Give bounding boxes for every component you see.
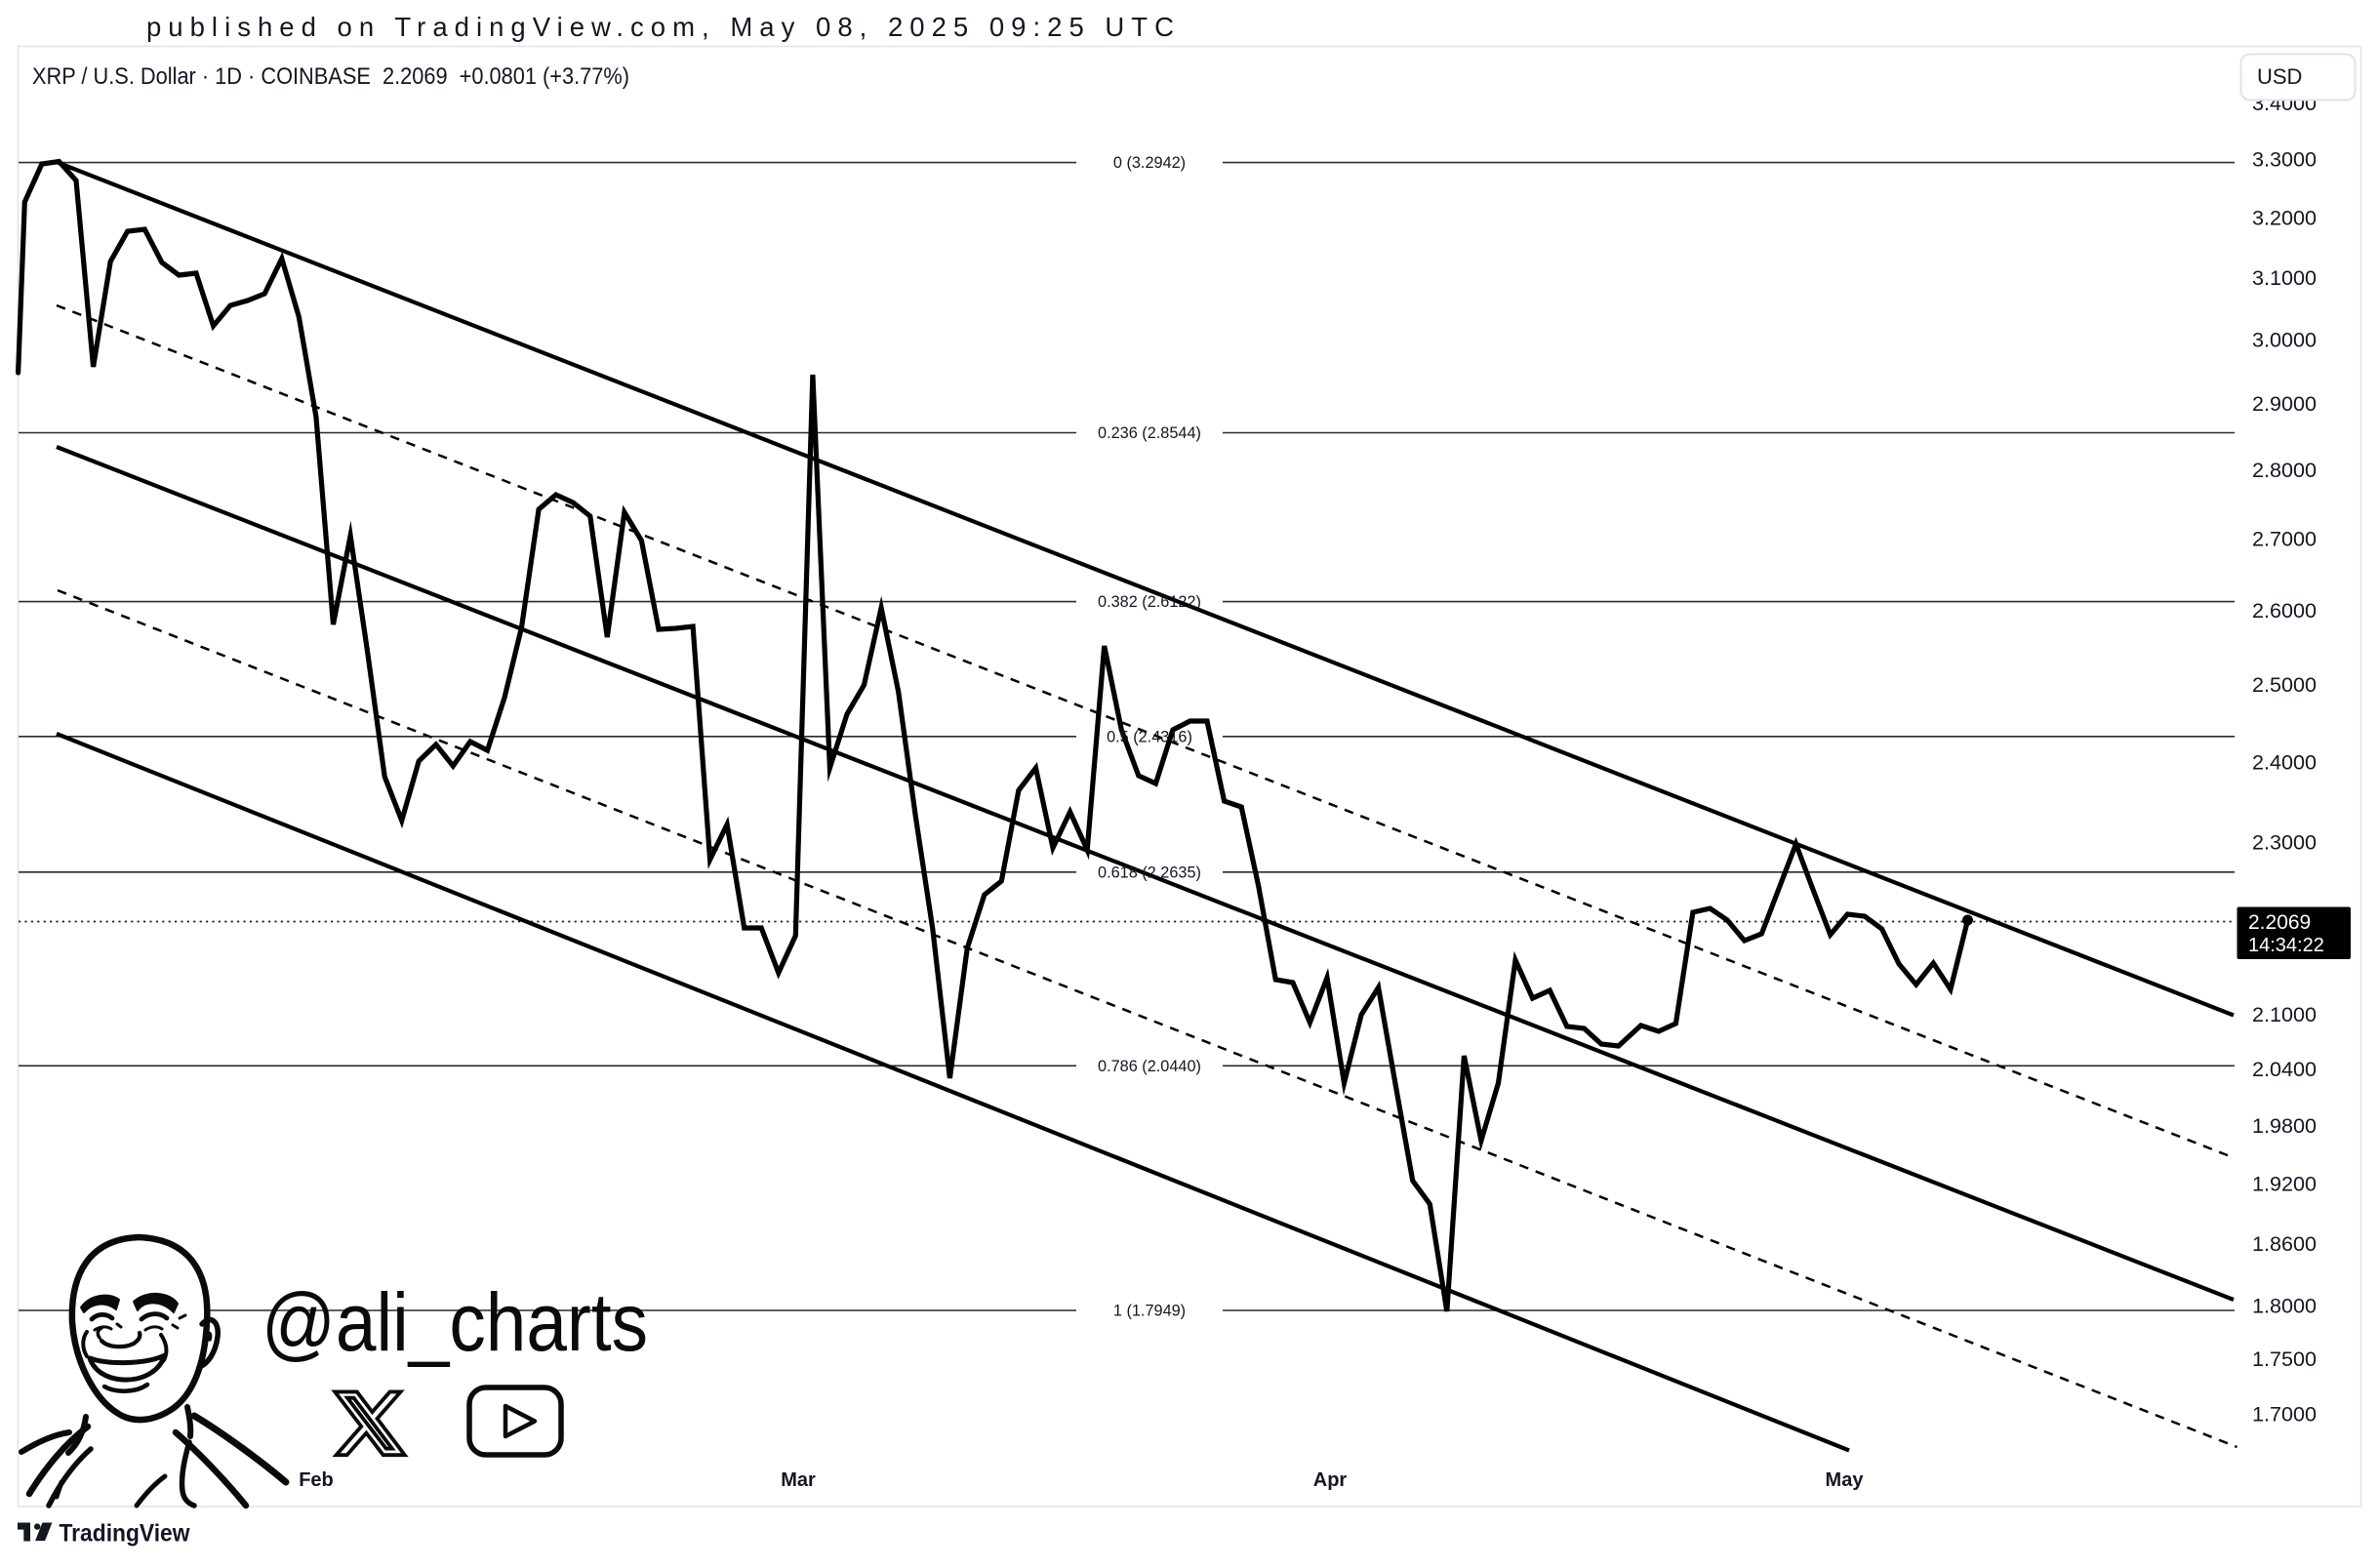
svg-text:1.7500: 1.7500 bbox=[2252, 1347, 2317, 1371]
svg-text:1.7000: 1.7000 bbox=[2252, 1401, 2317, 1426]
svg-text:1.8000: 1.8000 bbox=[2252, 1294, 2317, 1318]
svg-text:3.2000: 3.2000 bbox=[2252, 205, 2317, 229]
svg-text:Mar: Mar bbox=[781, 1469, 816, 1491]
svg-text:2.1000: 2.1000 bbox=[2252, 1002, 2317, 1026]
svg-text:0.618 (2.2635): 0.618 (2.2635) bbox=[1098, 864, 1201, 881]
svg-text:1.8600: 1.8600 bbox=[2252, 1231, 2317, 1256]
svg-text:2.5000: 2.5000 bbox=[2252, 672, 2317, 697]
svg-text:2.3000: 2.3000 bbox=[2252, 829, 2317, 854]
svg-text:3.1000: 3.1000 bbox=[2252, 265, 2317, 290]
svg-text:2.7000: 2.7000 bbox=[2252, 527, 2317, 551]
svg-text:3.3000: 3.3000 bbox=[2252, 147, 2317, 172]
svg-text:Apr: Apr bbox=[1313, 1469, 1348, 1491]
svg-text:1.9800: 1.9800 bbox=[2252, 1113, 2317, 1138]
svg-text:0.236 (2.8544): 0.236 (2.8544) bbox=[1098, 424, 1201, 442]
svg-text:14:34:22: 14:34:22 bbox=[2248, 935, 2324, 956]
svg-text:published on TradingView.com,: published on TradingView.com, May 08, 20… bbox=[146, 12, 1174, 42]
svg-text:May: May bbox=[1826, 1469, 1865, 1491]
svg-text:2.6000: 2.6000 bbox=[2252, 598, 2317, 623]
svg-text:TradingView: TradingView bbox=[60, 1520, 190, 1548]
svg-text:1.9200: 1.9200 bbox=[2252, 1172, 2317, 1196]
svg-text:0.5 (2.4316): 0.5 (2.4316) bbox=[1107, 728, 1192, 745]
svg-text:2.8000: 2.8000 bbox=[2252, 458, 2317, 482]
svg-text:0.786 (2.0440): 0.786 (2.0440) bbox=[1098, 1058, 1201, 1075]
svg-text:1 (1.7949): 1 (1.7949) bbox=[1113, 1303, 1186, 1320]
svg-text:0.382 (2.6122): 0.382 (2.6122) bbox=[1098, 593, 1201, 611]
svg-text:2.9000: 2.9000 bbox=[2252, 391, 2317, 416]
svg-text:0 (3.2942): 0 (3.2942) bbox=[1113, 154, 1186, 172]
svg-text:USD: USD bbox=[2257, 64, 2302, 89]
svg-text:3.0000: 3.0000 bbox=[2252, 327, 2317, 351]
svg-text:Feb: Feb bbox=[299, 1469, 334, 1491]
svg-text:2.2069: 2.2069 bbox=[2248, 911, 2311, 934]
svg-text:2.0400: 2.0400 bbox=[2252, 1057, 2317, 1081]
svg-text:@ali_charts: @ali_charts bbox=[262, 1276, 648, 1368]
svg-text:2.4000: 2.4000 bbox=[2252, 749, 2317, 774]
svg-text:XRP / U.S. Dollar · 1D · COINB: XRP / U.S. Dollar · 1D · COINBASE 2.2069… bbox=[32, 63, 629, 90]
